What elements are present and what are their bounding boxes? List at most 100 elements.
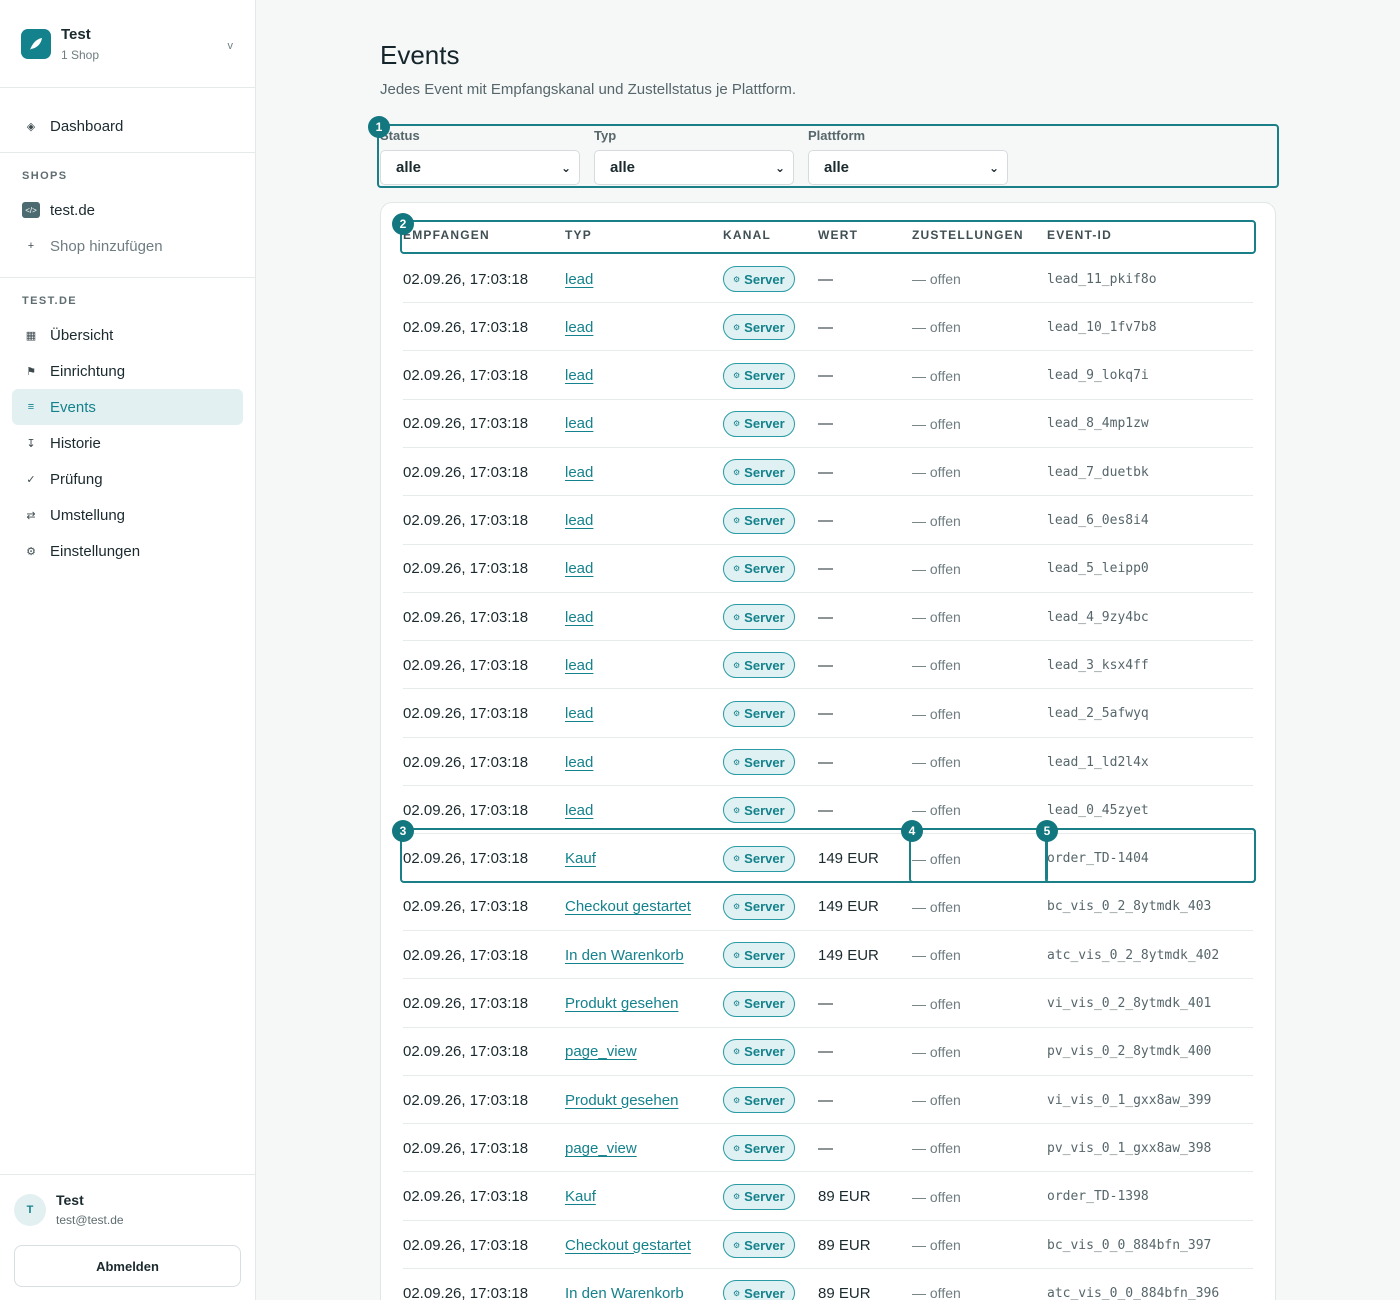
channel-label: Server	[744, 609, 785, 625]
channel-badge: ⚙ Server	[723, 555, 795, 582]
event-type-link[interactable]: Checkout gestartet	[565, 898, 691, 916]
server-icon: ⚙	[733, 757, 741, 767]
table-row[interactable]: 02.09.26, 17:03:18 Checkout gestartet ⚙ Ser…	[403, 883, 1253, 931]
table-row[interactable]: 02.09.26, 17:03:18 Produkt gesehen ⚙ Server…	[403, 1076, 1253, 1125]
table-row[interactable]: 02.09.26, 17:03:18 lead ⚙ Server — — offen lea…	[403, 593, 1253, 642]
events-table-card: EMPFANGEN TYP KANAL WERT ZUSTELLUNGEN EV…	[380, 202, 1276, 1300]
event-id-cell: lead_11_pkif8o	[1047, 271, 1157, 287]
annotation-marker: 4	[901, 820, 923, 842]
column-header-value[interactable]: WERT	[818, 228, 859, 242]
channel-label: Server	[744, 754, 785, 770]
table-row[interactable]: 02.09.26, 17:03:18 lead ⚙ Server — — offen lea…	[403, 352, 1253, 400]
event-type-link[interactable]: lead	[565, 560, 594, 578]
nav-historie[interactable]: ↧ Historie	[12, 425, 243, 461]
diamond-icon: ◈	[26, 120, 36, 133]
table-row[interactable]: 02.09.26, 17:03:18 lead ⚙ Server — — offen lea…	[403, 497, 1253, 545]
chevron-down-icon: v	[227, 40, 234, 52]
channel-cell: ⚙ Server	[723, 593, 795, 641]
status-filter-label: Status	[380, 128, 420, 143]
table-row[interactable]: 02.09.26, 17:03:18 In den Warenkorb ⚙ Serve…	[403, 1269, 1253, 1300]
server-icon: ⚙	[733, 854, 741, 864]
column-header-received[interactable]: EMPFANGEN	[403, 228, 490, 242]
channel-cell: ⚙ Server	[723, 980, 795, 1028]
table-row[interactable]: 02.09.26, 17:03:18 lead ⚙ Server — — offen lea…	[403, 690, 1253, 738]
event-type-link[interactable]: lead	[565, 415, 594, 433]
event-type-link[interactable]: Produkt gesehen	[565, 995, 679, 1012]
workspace-switcher[interactable]: Test 1 Shop v	[0, 0, 255, 88]
nav-einstellungen[interactable]: ⚙ Einstellungen	[12, 533, 243, 569]
event-type-link[interactable]: lead	[565, 463, 594, 481]
channel-label: Server	[744, 1140, 785, 1156]
table-row[interactable]: 02.09.26, 17:03:18 page_view ⚙ Server — — off…	[403, 1028, 1253, 1076]
nav-label: Events	[50, 398, 96, 416]
table-row[interactable]: 02.09.26, 17:03:18 Kauf ⚙ Server 149 EUR — of…	[403, 835, 1253, 883]
event-type-link[interactable]: page_view	[565, 1043, 637, 1061]
annotation-marker: 5	[1036, 820, 1058, 842]
table-row[interactable]: 02.09.26, 17:03:18 lead ⚙ Server — — offen lea…	[403, 545, 1253, 593]
delivery-status: — offen	[912, 754, 961, 770]
table-row[interactable]: 02.09.26, 17:03:18 lead ⚙ Server — — offen lea…	[403, 303, 1253, 352]
column-header-type[interactable]: TYP	[565, 228, 592, 242]
event-type-link[interactable]: lead	[565, 270, 594, 288]
table-row[interactable]: 02.09.26, 17:03:18 Produkt gesehen ⚙ Server…	[403, 980, 1253, 1028]
channel-badge: ⚙ Server	[723, 410, 795, 437]
table-row[interactable]: 02.09.26, 17:03:18 Checkout gestartet ⚙ Ser…	[403, 1221, 1253, 1269]
type-filter-select[interactable]: alle ⌄	[594, 150, 794, 185]
event-type-link[interactable]: lead	[565, 801, 594, 819]
table-row[interactable]: 02.09.26, 17:03:18 lead ⚙ Server — — offen lea…	[403, 448, 1253, 497]
nav-events[interactable]: ≡ Events	[12, 389, 243, 425]
received-cell: 02.09.26, 17:03:18	[403, 705, 529, 723]
table-row[interactable]: 02.09.26, 17:03:18 lead ⚙ Server — — offen lea…	[403, 400, 1253, 448]
received-cell: 02.09.26, 17:03:18	[403, 463, 529, 481]
value-cell: 89 EUR	[818, 1236, 871, 1254]
event-type-link[interactable]: Checkout gestartet	[565, 1236, 691, 1254]
nav-dashboard[interactable]: ◈ Dashboard	[12, 108, 243, 144]
table-row[interactable]: 02.09.26, 17:03:18 Kauf ⚙ Server 89 EUR — off…	[403, 1173, 1253, 1221]
table-row[interactable]: 02.09.26, 17:03:18 lead ⚙ Server — — offen lea…	[403, 641, 1253, 690]
type-filter-label: Typ	[594, 128, 617, 143]
table-row[interactable]: 02.09.26, 17:03:18 In den Warenkorb ⚙ Serve…	[403, 931, 1253, 980]
table-row[interactable]: 02.09.26, 17:03:18 lead ⚙ Server — — offen lea…	[403, 786, 1253, 835]
column-header-deliveries[interactable]: ZUSTELLUNGEN	[912, 228, 1024, 242]
value-cell: —	[818, 656, 833, 674]
platform-filter-select[interactable]: alle ⌄	[808, 150, 1008, 185]
logout-button[interactable]: Abmelden	[14, 1245, 241, 1287]
channel-badge: ⚙ Server	[723, 893, 795, 920]
column-header-event-id[interactable]: EVENT-ID	[1047, 228, 1112, 242]
table-row[interactable]: 02.09.26, 17:03:18 page_view ⚙ Server — — off…	[403, 1124, 1253, 1173]
channel-badge: ⚙ Server	[723, 942, 795, 969]
channel-cell: ⚙ Server	[723, 497, 795, 545]
event-type-link[interactable]: In den Warenkorb	[565, 1284, 684, 1300]
nav-einrichtung[interactable]: ⚑ Einrichtung	[12, 353, 243, 389]
event-type-link[interactable]: page_view	[565, 1139, 637, 1157]
user-name: Test	[56, 1192, 84, 1208]
channel-badge: ⚙ Server	[723, 652, 795, 679]
add-shop-button[interactable]: + Shop hinzufügen	[12, 228, 243, 264]
event-type-link[interactable]: lead	[565, 608, 594, 626]
event-type-link[interactable]: Produkt gesehen	[565, 1091, 679, 1109]
event-type-link[interactable]: lead	[565, 367, 594, 385]
chevron-down-icon: ⌄	[560, 160, 571, 175]
delivery-status: — offen	[912, 657, 961, 674]
nav-uebersicht[interactable]: ▦ Übersicht	[12, 317, 243, 353]
value-cell: 89 EUR	[818, 1188, 871, 1206]
event-type-link[interactable]: Kauf	[565, 850, 596, 868]
nav-label: Übersicht	[50, 326, 114, 344]
column-header-channel[interactable]: KANAL	[723, 228, 771, 242]
nav-pruefung[interactable]: ✓ Prüfung	[12, 461, 243, 497]
event-type-link[interactable]: lead	[565, 318, 594, 336]
event-type-link[interactable]: In den Warenkorb	[565, 946, 684, 964]
event-type-link[interactable]: lead	[565, 656, 594, 674]
event-type-link[interactable]: lead	[565, 512, 594, 529]
shop-section-label: TEST.DE	[22, 295, 78, 307]
event-type-link[interactable]: lead	[565, 753, 594, 771]
event-type-link[interactable]: Kauf	[565, 1188, 596, 1206]
grid-icon: ▦	[25, 329, 37, 342]
event-type-link[interactable]: lead	[565, 705, 594, 723]
value-cell: —	[818, 1091, 833, 1109]
table-row[interactable]: 02.09.26, 17:03:18 lead ⚙ Server — — offen lea…	[403, 738, 1253, 786]
status-filter-select[interactable]: alle ⌄	[380, 150, 580, 185]
table-row[interactable]: 02.09.26, 17:03:18 lead ⚙ Server — — offen lea…	[403, 255, 1253, 303]
nav-umstellung[interactable]: ⇄ Umstellung	[12, 497, 243, 533]
shop-item-test-de[interactable]: </> test.de	[12, 192, 243, 228]
